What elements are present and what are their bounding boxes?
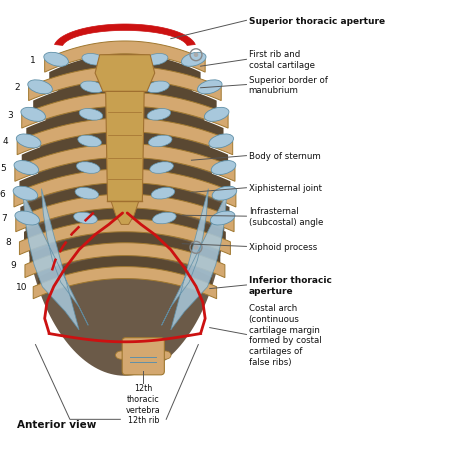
Polygon shape [23, 189, 88, 330]
Polygon shape [106, 92, 144, 202]
Circle shape [194, 53, 198, 58]
Polygon shape [22, 133, 228, 168]
Ellipse shape [153, 213, 176, 224]
Text: Xiphisternal joint: Xiphisternal joint [249, 184, 322, 193]
Ellipse shape [148, 136, 172, 147]
Polygon shape [49, 55, 201, 88]
Polygon shape [19, 219, 230, 255]
Text: 2: 2 [14, 83, 20, 92]
Text: Superior border of
manubrium: Superior border of manubrium [249, 75, 328, 95]
Text: Inferior thoracic
aperture: Inferior thoracic aperture [249, 275, 332, 295]
Ellipse shape [147, 109, 171, 121]
FancyBboxPatch shape [122, 338, 164, 375]
Polygon shape [95, 56, 155, 92]
Polygon shape [45, 42, 205, 73]
Ellipse shape [44, 53, 68, 67]
Ellipse shape [212, 187, 237, 201]
Text: 9: 9 [10, 261, 16, 270]
Text: Superior thoracic aperture: Superior thoracic aperture [249, 17, 385, 26]
Ellipse shape [79, 109, 103, 121]
Ellipse shape [78, 136, 101, 147]
Polygon shape [14, 169, 236, 207]
Ellipse shape [146, 82, 169, 94]
Text: Infrasternal
(subcostal) angle: Infrasternal (subcostal) angle [249, 207, 323, 227]
Polygon shape [19, 158, 230, 194]
Ellipse shape [144, 55, 168, 66]
Ellipse shape [16, 134, 41, 149]
Polygon shape [162, 189, 227, 330]
Text: Xiphoid process: Xiphoid process [249, 242, 317, 252]
Text: 10: 10 [16, 283, 27, 291]
Polygon shape [15, 145, 235, 182]
Ellipse shape [73, 213, 97, 224]
Polygon shape [27, 107, 224, 142]
Polygon shape [33, 81, 217, 115]
Text: 12th
thoracic
vertebra: 12th thoracic vertebra [126, 383, 161, 414]
Ellipse shape [15, 212, 39, 225]
Text: 5: 5 [0, 164, 6, 173]
Polygon shape [20, 183, 229, 218]
Polygon shape [29, 232, 220, 265]
Polygon shape [22, 93, 228, 129]
Ellipse shape [28, 81, 52, 95]
Polygon shape [33, 267, 217, 299]
Polygon shape [25, 243, 225, 278]
Circle shape [194, 246, 198, 250]
Ellipse shape [209, 134, 234, 149]
Text: Body of sternum: Body of sternum [249, 152, 320, 161]
Text: First rib and
costal cartilage: First rib and costal cartilage [249, 50, 315, 70]
Polygon shape [111, 202, 139, 225]
Ellipse shape [14, 161, 38, 175]
Ellipse shape [76, 162, 100, 174]
Text: 8: 8 [5, 238, 11, 247]
Polygon shape [17, 119, 233, 155]
Text: 4: 4 [3, 137, 9, 146]
Ellipse shape [81, 82, 104, 94]
Ellipse shape [160, 351, 171, 359]
Ellipse shape [198, 81, 222, 95]
Text: 12th rib: 12th rib [128, 415, 159, 424]
Polygon shape [38, 256, 212, 287]
Polygon shape [24, 208, 226, 242]
Polygon shape [55, 25, 195, 46]
Text: 3: 3 [8, 111, 13, 120]
Text: Anterior view: Anterior view [17, 419, 97, 429]
Ellipse shape [204, 108, 229, 122]
Ellipse shape [182, 53, 206, 67]
Ellipse shape [211, 161, 236, 175]
Polygon shape [24, 46, 226, 376]
Text: 1: 1 [30, 56, 36, 65]
Ellipse shape [13, 187, 38, 201]
Ellipse shape [151, 188, 175, 200]
Ellipse shape [75, 188, 99, 200]
Text: Costal arch
(continuous
cartilage margin
formed by costal
cartilages of
false ri: Costal arch (continuous cartilage margin… [249, 303, 321, 366]
Text: 6: 6 [0, 189, 5, 198]
Ellipse shape [82, 55, 106, 66]
Text: 7: 7 [1, 214, 7, 223]
Polygon shape [16, 195, 234, 232]
Ellipse shape [150, 162, 173, 174]
Polygon shape [28, 67, 221, 101]
Ellipse shape [210, 212, 235, 225]
Ellipse shape [116, 351, 127, 359]
Ellipse shape [21, 108, 46, 122]
